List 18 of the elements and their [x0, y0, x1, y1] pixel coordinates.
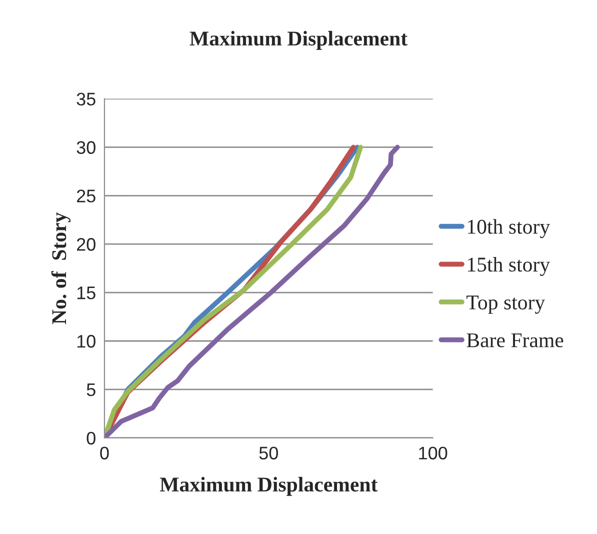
y-tick-label: 20: [76, 238, 96, 251]
legend-label: Top story: [466, 296, 546, 314]
x-tick-label: 0: [100, 446, 109, 460]
chart-title: Maximum Displacement: [190, 30, 408, 50]
legend-label: 15th story: [468, 256, 550, 276]
y-tick-label: 35: [76, 92, 96, 106]
x-axis-title: Maximum Displacement: [160, 476, 378, 496]
legend-label: Bare Frame: [466, 333, 564, 348]
y-tick-label: 10: [77, 334, 96, 348]
y-tick-label: 25: [76, 190, 96, 202]
y-tick-label: 0: [86, 432, 96, 445]
y-tick-label: 30: [76, 141, 96, 154]
x-tick-label: 100: [419, 446, 448, 460]
legend-label: 10th story: [468, 219, 550, 238]
y-tick-label: 5: [86, 384, 96, 396]
y-axis-title: No. of Story: [51, 212, 71, 324]
y-tick-label: 15: [77, 286, 96, 300]
x-tick-label: 50: [259, 446, 278, 460]
